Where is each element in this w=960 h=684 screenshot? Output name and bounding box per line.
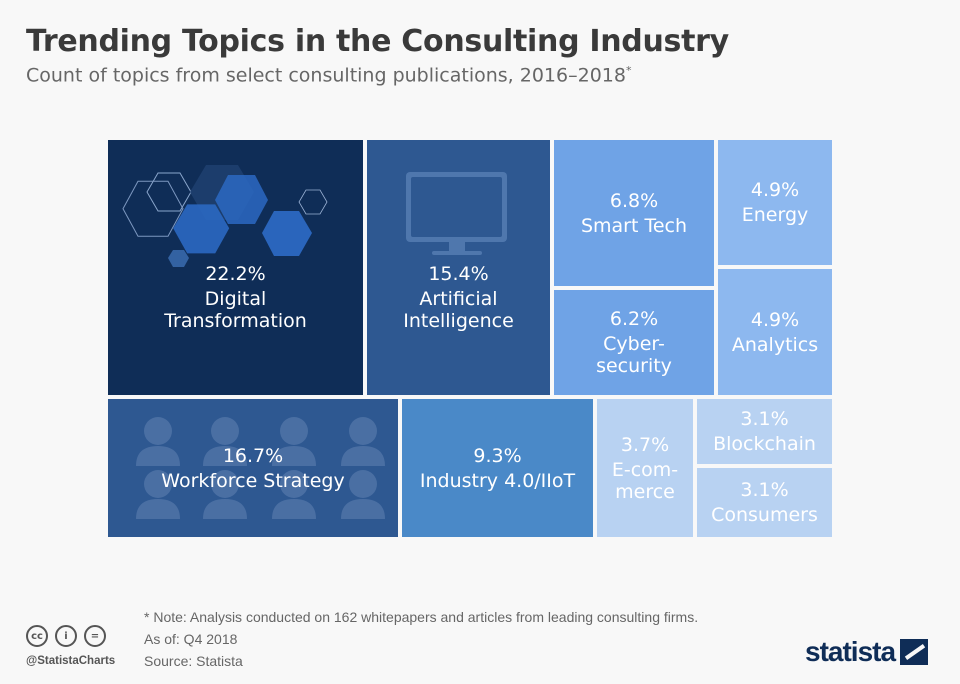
tile-category-label: Analytics bbox=[731, 333, 819, 356]
tile-category-label: Energy bbox=[741, 204, 809, 226]
treemap-tile: 6.2% Cyber- security bbox=[554, 290, 714, 395]
treemap-tile: 3.1% Blockchain bbox=[697, 399, 832, 464]
subtitle-text: Count of topics from select consulting p… bbox=[26, 64, 626, 87]
tile-category-label: Cyber- security bbox=[596, 333, 672, 377]
tile-value-label: 3.1% bbox=[740, 408, 789, 430]
treemap-tile: 4.9% Analytics bbox=[718, 269, 832, 395]
tile-category-label: Workforce Strategy bbox=[161, 469, 345, 492]
tile-value-label: 15.4% bbox=[428, 263, 489, 285]
treemap-tile: 15.4% Artificial Intelligence bbox=[367, 140, 550, 395]
tile-category-label: Artificial Intelligence bbox=[403, 288, 514, 332]
subtitle-footnote-mark: * bbox=[625, 64, 632, 77]
tile-value-label: 4.9% bbox=[750, 308, 800, 331]
treemap-tile: 4.9% Energy bbox=[718, 140, 832, 265]
no-derivatives-icon: = bbox=[84, 625, 106, 647]
tile-value-label: 6.8% bbox=[609, 189, 659, 212]
tile-value-label: 3.1% bbox=[740, 479, 789, 501]
tile-category-label: Consumers bbox=[711, 504, 818, 526]
treemap-tile: 6.8% Smart Tech bbox=[554, 140, 714, 286]
people-icon bbox=[108, 399, 398, 537]
tile-category-label: Smart Tech bbox=[580, 214, 688, 237]
treemap-tile: 16.7% Workforce Strategy bbox=[108, 399, 398, 537]
tile-category-label: Blockchain bbox=[713, 433, 816, 455]
monitor-icon bbox=[367, 140, 550, 395]
attribution-icon: i bbox=[55, 625, 77, 647]
tile-category-label: Digital Transformation bbox=[164, 288, 307, 332]
statista-logo[interactable]: statista bbox=[805, 636, 929, 668]
tile-value-label: 6.2% bbox=[609, 308, 659, 330]
treemap-tile: 3.1% Consumers bbox=[697, 468, 832, 537]
treemap-tile: 3.7% E-com- merce bbox=[597, 399, 693, 537]
chart-subtitle: Count of topics from select consulting p… bbox=[26, 64, 631, 86]
chart-title: Trending Topics in the Consulting Indust… bbox=[26, 24, 729, 59]
as-of-text: As of: Q4 2018 bbox=[144, 631, 238, 647]
treemap-tile: 9.3% Industry 4.0/IIoT bbox=[402, 399, 593, 537]
note-text: * Note: Analysis conducted on 162 whitep… bbox=[144, 609, 699, 625]
cc-icon: cc bbox=[26, 625, 48, 647]
tile-value-label: 16.7% bbox=[222, 444, 284, 467]
twitter-handle[interactable]: @StatistaCharts bbox=[26, 655, 116, 667]
logo-mark-icon bbox=[900, 639, 929, 665]
tile-category-label: E-com- merce bbox=[611, 458, 679, 503]
tile-value-label: 9.3% bbox=[473, 444, 522, 467]
license-icons[interactable]: cc i = bbox=[26, 625, 106, 647]
logo-text: statista bbox=[805, 636, 896, 667]
tile-value-label: 22.2% bbox=[205, 263, 266, 285]
footnotes: * Note: Analysis conducted on 162 whitep… bbox=[144, 606, 698, 672]
tile-value-label: 4.9% bbox=[750, 179, 800, 201]
hexagons-icon bbox=[108, 140, 363, 395]
source-text: Source: Statista bbox=[144, 653, 243, 669]
treemap-tile: 22.2% Digital Transformation bbox=[108, 140, 363, 395]
tile-value-label: 3.7% bbox=[620, 433, 670, 456]
tile-category-label: Industry 4.0/IIoT bbox=[419, 469, 576, 492]
